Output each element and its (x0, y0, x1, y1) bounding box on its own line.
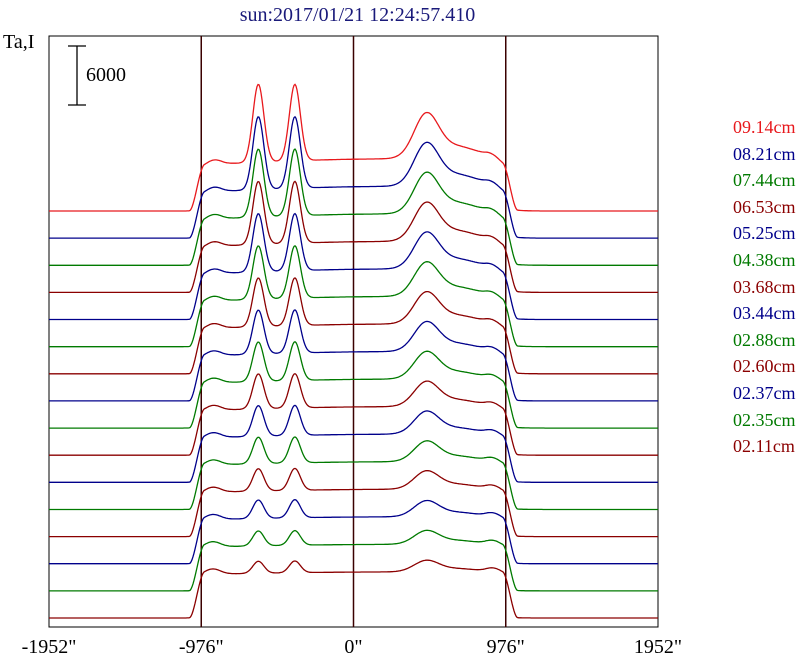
series-line-0 (49, 83, 658, 212)
legend-item-7: 03.44cm (733, 303, 796, 324)
series-line-8 (49, 341, 658, 429)
series-line-1 (49, 115, 658, 239)
chart-title: sun:2017/01/21 12:24:57.410 (239, 4, 476, 26)
series-line-15 (49, 559, 658, 619)
x-tick-label-3: 976" (486, 636, 525, 658)
legend-item-10: 02.37cm (733, 383, 796, 403)
series-line-2 (49, 148, 658, 266)
series-line-13 (49, 499, 658, 565)
legend-item-6: 03.68cm (733, 276, 796, 297)
legend-item-3: 06.53cm (733, 196, 796, 217)
legend-item-11: 02.35cm (733, 409, 796, 430)
legend-item-9: 02.60cm (733, 356, 796, 377)
x-tick-label-4: 1952" (633, 636, 683, 658)
y-axis-label: Ta,I (3, 31, 35, 53)
series-line-6 (49, 277, 658, 375)
series-line-4 (49, 212, 658, 321)
scale-bar-label: 6000 (86, 64, 126, 86)
legend-item-4: 05.25cm (733, 223, 796, 244)
legend-item-1: 08.21cm (733, 143, 796, 164)
series-line-9 (49, 372, 658, 456)
series-line-14 (49, 529, 658, 592)
series-line-11 (49, 436, 658, 511)
legend-item-12: 02.11cm (733, 436, 795, 457)
series-line-7 (49, 309, 658, 402)
series-line-12 (49, 467, 658, 538)
legend-item-8: 02.88cm (733, 329, 796, 350)
series-line-3 (49, 180, 658, 294)
x-tick-label-2: 0" (344, 636, 363, 658)
series-line-10 (49, 404, 658, 483)
legend-item-2: 07.44cm (733, 170, 796, 191)
series-line-5 (49, 244, 658, 348)
legend-item-5: 04.38cm (733, 250, 796, 270)
legend-item-0: 09.14cm (733, 117, 796, 137)
x-tick-label-1: -976" (178, 636, 224, 658)
x-tick-label-0: -1952" (21, 636, 77, 658)
